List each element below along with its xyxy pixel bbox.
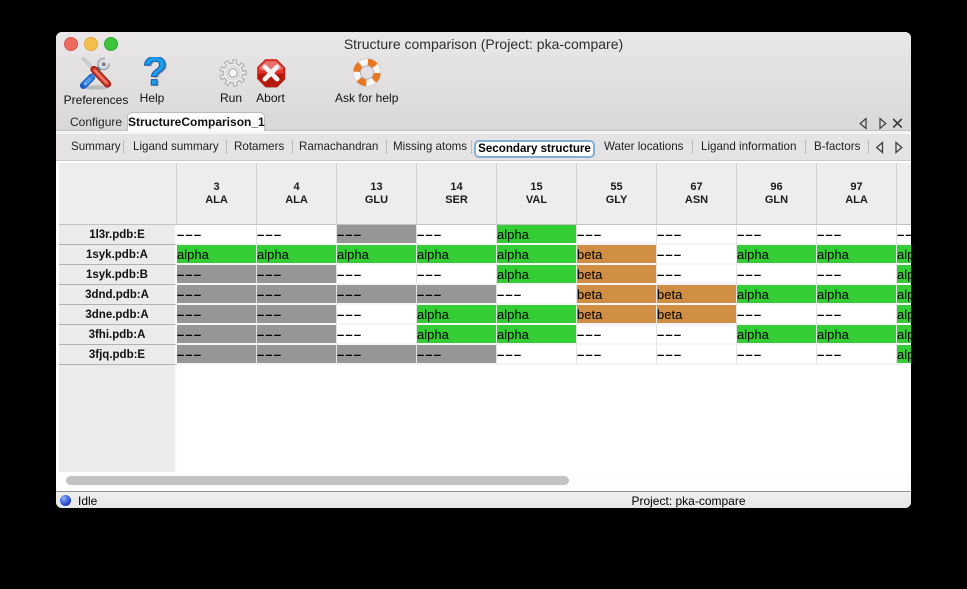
- svg-text:?: ?: [144, 57, 169, 89]
- svg-text:?: ?: [142, 57, 167, 89]
